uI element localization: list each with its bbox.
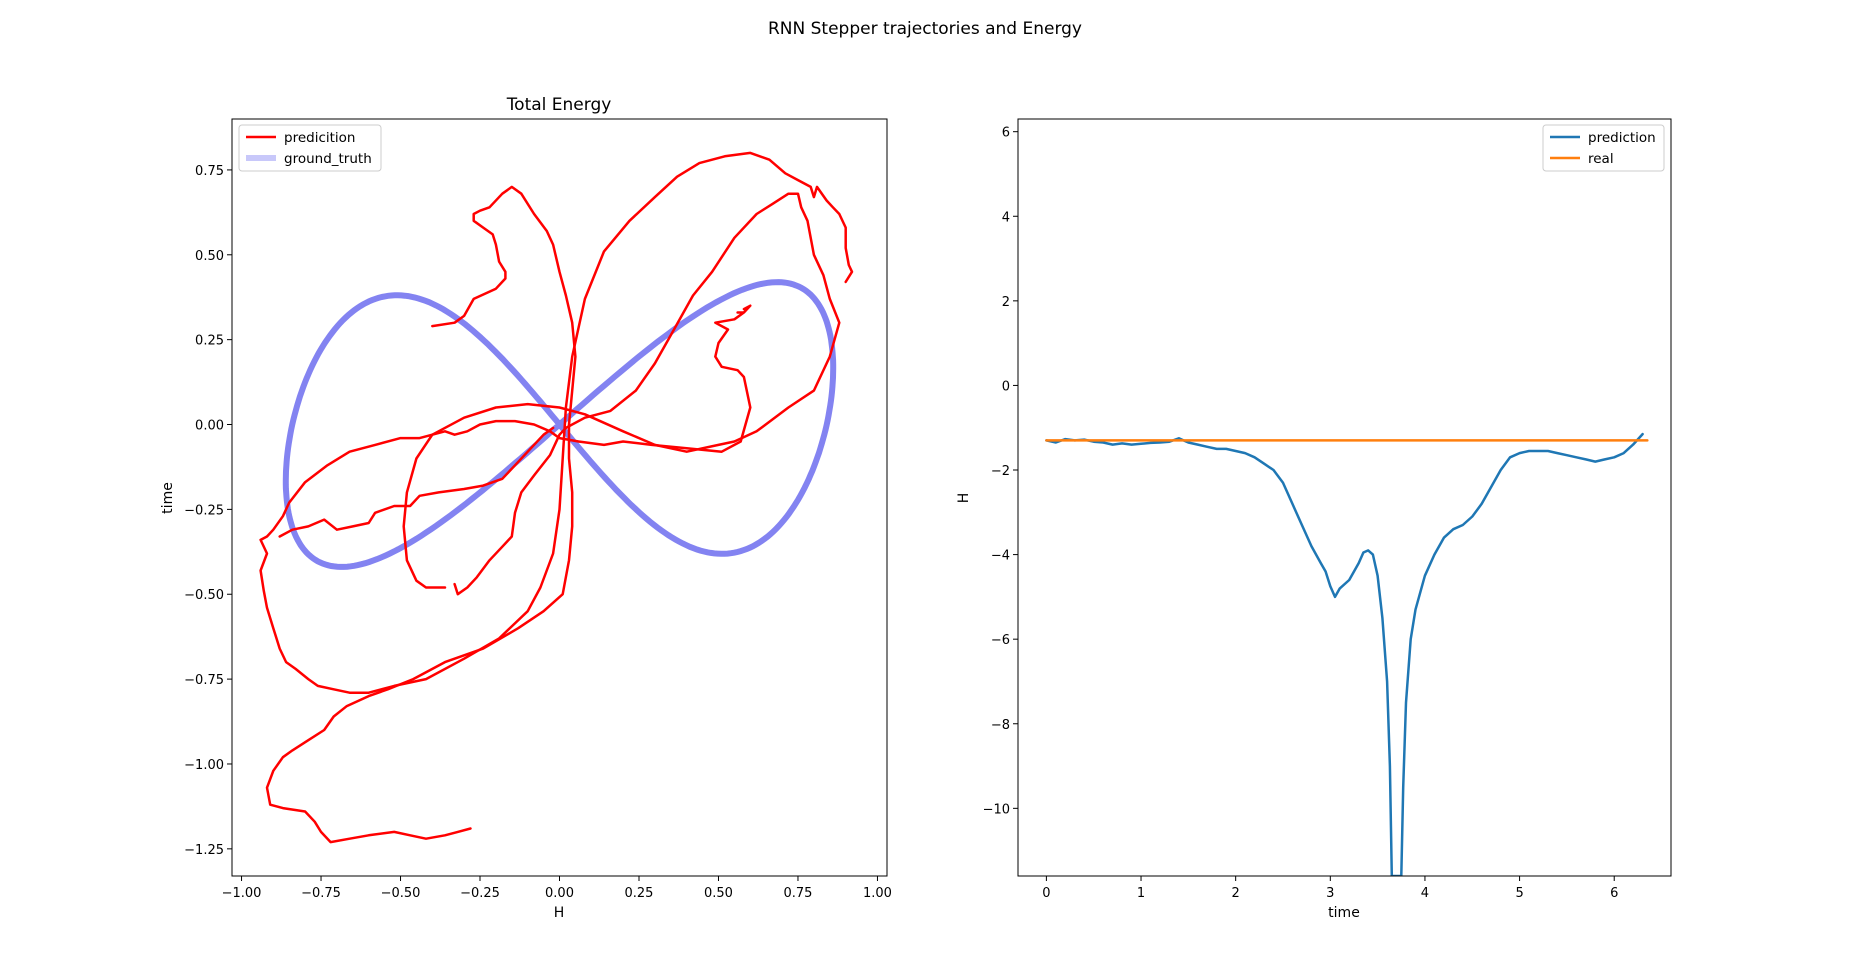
y-tick-label: −6 [991, 633, 1010, 648]
right-plot-area [1045, 432, 1649, 876]
x-tick-label: 3 [1326, 886, 1334, 901]
y-tick-label: −0.75 [184, 673, 224, 688]
x-tick-label: 4 [1421, 886, 1429, 901]
series-line-trace-3 [278, 426, 555, 538]
legend-label-prediction-h: prediction [1588, 130, 1656, 146]
y-tick-label: −1.00 [184, 758, 224, 773]
x-tick-label: 0 [1042, 886, 1050, 901]
x-tick-label: 5 [1515, 886, 1523, 901]
x-tick-label: 0.75 [783, 886, 812, 901]
series-line-trace-1 [265, 185, 577, 844]
legend-label-real: real [1588, 151, 1614, 167]
y-tick-label: 4 [1002, 210, 1010, 225]
series-line-trace-2 [402, 192, 841, 596]
x-tick-label: 2 [1232, 886, 1240, 901]
y-tick-label: 0.00 [195, 419, 224, 434]
x-tick-label: −0.50 [381, 886, 421, 901]
y-tick-label: 0.50 [195, 249, 224, 264]
y-tick-label: 2 [1002, 295, 1010, 310]
left-axes: Total Energy −1.00 −0.75 −0.50 −0.25 0.00 0.2… [160, 95, 892, 921]
legend-label-prediction: predicition [284, 130, 355, 146]
x-tick-label: −0.25 [460, 886, 500, 901]
y-tick-label: −0.25 [184, 503, 224, 518]
right-axes-frame [1017, 118, 1672, 877]
y-tick-label: −4 [991, 549, 1010, 564]
x-tick-label: 6 [1610, 886, 1618, 901]
y-tick-label: −8 [991, 718, 1010, 733]
y-tick-label: −2 [991, 464, 1010, 479]
x-tick-label: 0.00 [545, 886, 574, 901]
legend-label-ground-truth: ground_truth [284, 151, 372, 167]
y-tick-label: 0.25 [195, 334, 224, 349]
right-x-axis-label: time [1328, 905, 1360, 921]
x-tick-label: −0.75 [301, 886, 341, 901]
ground-truth-line [282, 279, 837, 570]
y-tick-label: −10 [983, 802, 1010, 817]
x-tick-label: 1.00 [863, 886, 892, 901]
left-plot-area [259, 151, 854, 844]
y-tick-label: 0.75 [195, 164, 224, 179]
x-tick-label: 0.50 [704, 886, 733, 901]
series-line-predicition [259, 151, 854, 694]
left-axes-title: Total Energy [506, 95, 612, 115]
y-tick-label: −0.50 [184, 588, 224, 603]
y-tick-label: 6 [1002, 126, 1010, 141]
series-line-prediction [1045, 432, 1644, 876]
x-tick-label: 1 [1137, 886, 1145, 901]
figure-suptitle: RNN Stepper trajectories and Energy [768, 19, 1082, 39]
left-x-axis-label: H [554, 905, 565, 921]
right-axes: 0 1 2 3 4 5 6 6 4 2 0 −2 −4 −6 −8 −10 time H predictio… [956, 118, 1672, 921]
left-legend: predicition ground_truth [238, 124, 382, 172]
right-legend: prediction real [1542, 124, 1665, 172]
y-tick-label: 0 [1002, 379, 1010, 394]
y-tick-label: −1.25 [184, 843, 224, 858]
left-y-axis-label: time [160, 482, 176, 514]
x-tick-label: 0.25 [625, 886, 654, 901]
x-tick-label: −1.00 [222, 886, 262, 901]
right-y-axis-label: H [956, 493, 972, 504]
